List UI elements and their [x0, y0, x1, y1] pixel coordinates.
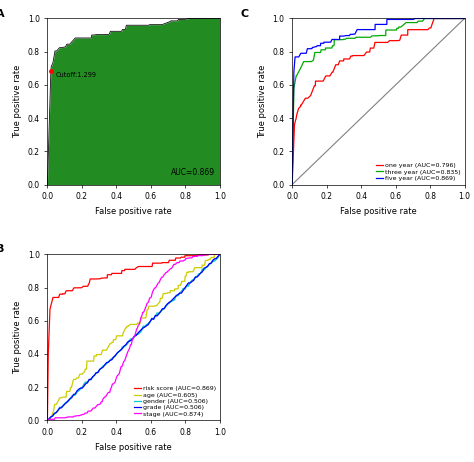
X-axis label: False positive rate: False positive rate: [340, 207, 417, 216]
Line: three year (AUC=0.835): three year (AUC=0.835): [292, 18, 465, 185]
grade (AUC=0.506): [208, 261, 214, 266]
risk score (AUC=0.869): [110, 271, 116, 276]
risk score (AUC=0.869): [64, 288, 69, 293]
one year (AUC=0.796): [289, 182, 295, 188]
stage (AUC=0.874): [77, 413, 82, 419]
stage (AUC=0.874): [208, 251, 214, 257]
Line: five year (AUC=0.869): five year (AUC=0.869): [292, 18, 465, 185]
Line: risk score (AUC=0.869): risk score (AUC=0.869): [47, 254, 220, 420]
grade (AUC=0.506): [147, 319, 153, 324]
stage (AUC=0.874): [91, 405, 96, 411]
age (AUC=0.605): [217, 251, 223, 257]
three year (AUC=0.835): [355, 35, 360, 40]
five year (AUC=0.869): [341, 33, 347, 39]
three year (AUC=0.835): [462, 16, 467, 21]
grade (AUC=0.506): [84, 380, 90, 386]
gender (AUC=0.506): [208, 261, 214, 266]
Line: stage (AUC=0.874): stage (AUC=0.874): [47, 254, 220, 420]
risk score (AUC=0.869): [178, 255, 183, 261]
Y-axis label: True positive rate: True positive rate: [13, 65, 22, 138]
one year (AUC=0.796): [449, 16, 455, 21]
gender (AUC=0.506): [203, 265, 209, 271]
risk score (AUC=0.869): [168, 257, 173, 263]
five year (AUC=0.869): [289, 182, 295, 188]
X-axis label: False positive rate: False positive rate: [95, 207, 172, 216]
age (AUC=0.605): [135, 320, 140, 326]
risk score (AUC=0.869): [45, 418, 50, 423]
one year (AUC=0.796): [326, 73, 331, 79]
one year (AUC=0.796): [333, 62, 338, 67]
five year (AUC=0.869): [327, 39, 333, 45]
three year (AUC=0.835): [422, 16, 428, 21]
stage (AUC=0.874): [55, 415, 61, 420]
five year (AUC=0.869): [454, 16, 459, 21]
gender (AUC=0.506): [217, 251, 223, 257]
Text: B: B: [0, 244, 4, 255]
one year (AUC=0.796): [454, 16, 460, 21]
gender (AUC=0.506): [45, 418, 50, 423]
gender (AUC=0.506): [78, 386, 83, 392]
Text: C: C: [240, 8, 248, 18]
Legend: one year (AUC=0.796), three year (AUC=0.835), five year (AUC=0.869): one year (AUC=0.796), three year (AUC=0.…: [375, 162, 461, 182]
three year (AUC=0.835): [454, 16, 459, 21]
Y-axis label: True positive rate: True positive rate: [258, 65, 267, 138]
age (AUC=0.605): [185, 269, 191, 275]
age (AUC=0.605): [132, 322, 138, 327]
Legend: risk score (AUC=0.869), age (AUC=0.605), gender (AUC=0.506), grade (AUC=0.506), : risk score (AUC=0.869), age (AUC=0.605),…: [133, 385, 217, 417]
grade (AUC=0.506): [203, 265, 209, 270]
age (AUC=0.605): [45, 418, 50, 423]
gender (AUC=0.506): [147, 319, 153, 325]
Line: gender (AUC=0.506): gender (AUC=0.506): [47, 254, 220, 420]
age (AUC=0.605): [212, 251, 218, 257]
stage (AUC=0.874): [202, 252, 208, 258]
Line: age (AUC=0.605): age (AUC=0.605): [47, 254, 220, 420]
risk score (AUC=0.869): [51, 295, 57, 300]
five year (AUC=0.869): [412, 16, 418, 21]
five year (AUC=0.869): [462, 16, 467, 21]
Line: grade (AUC=0.506): grade (AUC=0.506): [47, 254, 220, 420]
Line: one year (AUC=0.796): one year (AUC=0.796): [292, 18, 465, 185]
risk score (AUC=0.869): [61, 291, 66, 297]
five year (AUC=0.869): [323, 39, 328, 45]
one year (AUC=0.796): [356, 53, 362, 58]
age (AUC=0.605): [154, 303, 160, 309]
Text: A: A: [0, 8, 4, 18]
grade (AUC=0.506): [45, 418, 50, 423]
stage (AUC=0.874): [209, 251, 215, 257]
one year (AUC=0.796): [462, 16, 467, 21]
Text: Cutoff:1.299: Cutoff:1.299: [55, 73, 97, 79]
three year (AUC=0.835): [289, 182, 295, 188]
Y-axis label: True positive rate: True positive rate: [13, 301, 22, 374]
gender (AUC=0.506): [84, 379, 90, 385]
risk score (AUC=0.869): [206, 251, 211, 257]
five year (AUC=0.869): [298, 50, 304, 56]
grade (AUC=0.506): [78, 385, 83, 391]
three year (AUC=0.835): [330, 43, 336, 49]
Text: AUC=0.869: AUC=0.869: [171, 168, 215, 176]
grade (AUC=0.506): [133, 333, 139, 338]
risk score (AUC=0.869): [217, 251, 223, 257]
stage (AUC=0.874): [52, 417, 57, 422]
one year (AUC=0.796): [296, 106, 301, 111]
three year (AUC=0.835): [333, 37, 339, 43]
three year (AUC=0.835): [304, 59, 310, 64]
stage (AUC=0.874): [45, 418, 50, 423]
three year (AUC=0.835): [453, 16, 459, 21]
grade (AUC=0.506): [217, 251, 223, 257]
stage (AUC=0.874): [217, 251, 223, 257]
one year (AUC=0.796): [431, 16, 437, 21]
gender (AUC=0.506): [133, 332, 139, 337]
five year (AUC=0.869): [454, 16, 460, 21]
age (AUC=0.605): [92, 353, 98, 359]
X-axis label: False positive rate: False positive rate: [95, 443, 172, 452]
age (AUC=0.605): [211, 255, 217, 260]
